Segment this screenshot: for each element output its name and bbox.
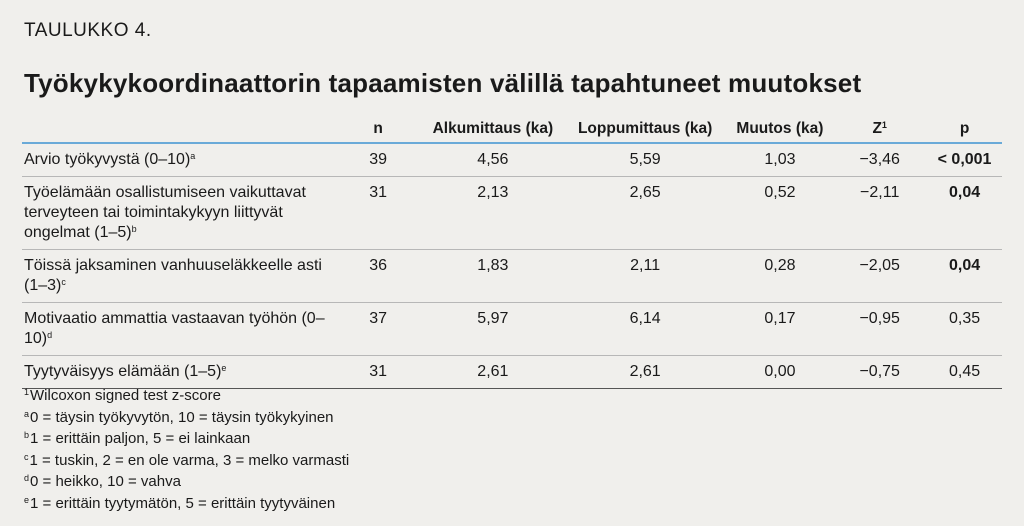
- footnote-item: 1Wilcoxon signed test z-score: [24, 385, 349, 407]
- cell-n: 31: [369, 363, 388, 380]
- footnote-marker: e: [221, 363, 227, 373]
- cell-baseline: 2,13: [477, 184, 509, 201]
- variable-label: Työelämään osallistumiseen vaikuttavat t…: [24, 184, 306, 241]
- col-header-z-label: Z: [872, 120, 882, 137]
- footnote-mark: e: [24, 494, 30, 505]
- cell-n: 31: [369, 184, 388, 201]
- footnote-marker: d: [47, 330, 53, 340]
- cell-z: −2,05: [859, 257, 900, 274]
- cell-change: 0,28: [764, 257, 796, 274]
- table-body: Arvio työkyvystä (0–10)a 39 4,56 5,59 1,03 −3…: [22, 143, 1002, 389]
- cell-final: 2,65: [629, 184, 661, 201]
- cell-change: 0,52: [764, 184, 796, 201]
- cell-final: 6,14: [629, 310, 661, 327]
- cell-change: 1,03: [764, 151, 796, 168]
- cell-change: 0,00: [764, 363, 796, 380]
- cell-final: 2,11: [630, 257, 661, 274]
- col-header-final: Loppumittaus (ka): [562, 118, 728, 144]
- cell-p: 0,04: [948, 184, 981, 201]
- cell-z: −0,75: [859, 363, 900, 380]
- footnote-mark: c: [24, 451, 29, 462]
- footnote-mark: 1: [24, 387, 30, 397]
- cell-final: 5,59: [629, 151, 661, 168]
- table-row: Motivaatio ammattia vastaavan työhön (0–…: [22, 303, 1002, 356]
- table-row: Työelämään osallistumiseen vaikuttavat t…: [22, 177, 1002, 250]
- cell-z: −0,95: [859, 310, 900, 327]
- footnote-mark: b: [24, 430, 30, 440]
- footnote-item: a0 = täysin työkyvytön, 10 = täysin työk…: [24, 407, 349, 429]
- table-label: TAULUKKO 4.: [24, 20, 152, 41]
- footnote-text: 1 = erittäin tyytymätön, 5 = erittäin ty…: [30, 494, 336, 512]
- col-header-z: Z1: [832, 118, 928, 144]
- footnote-text: Wilcoxon signed test z-score: [30, 387, 221, 404]
- cell-final: 2,61: [629, 363, 661, 380]
- cell-z: −3,46: [859, 151, 900, 168]
- table-title: Työkykykoordinaattorin tapaamisten välil…: [24, 68, 862, 98]
- footnote-item: e1 = erittäin tyytymätön, 5 = erittäin t…: [24, 493, 349, 515]
- variable-label: Motivaatio ammattia vastaavan työhön (0–…: [24, 310, 325, 347]
- cell-baseline: 5,97: [477, 310, 509, 327]
- col-header-change: Muutos (ka): [727, 118, 833, 144]
- cell-n: 39: [369, 151, 388, 168]
- cell-n: 37: [369, 310, 388, 327]
- cell-variable: Töissä jaksaminen vanhuuseläkkeelle asti…: [22, 250, 333, 303]
- cell-n: 36: [369, 257, 388, 274]
- footnote-mark: d: [24, 473, 30, 483]
- col-header-baseline: Alkumittaus (ka): [422, 118, 563, 144]
- footnote-item: d0 = heikko, 10 = vahva: [24, 471, 349, 493]
- variable-label: Tyytyväisyys elämään (1–5): [24, 363, 222, 380]
- col-header-n: n: [333, 118, 423, 144]
- footnote-mark: a: [24, 408, 30, 419]
- col-header-variable: [22, 118, 334, 144]
- footnote-text: 0 = täysin työkyvytön, 10 = täysin työky…: [30, 408, 334, 426]
- variable-label: Arvio työkyvystä (0–10): [24, 151, 191, 168]
- footnote-marker: c: [61, 277, 66, 287]
- cell-variable: Arvio työkyvystä (0–10)a: [22, 143, 333, 177]
- cell-change: 0,17: [764, 310, 796, 327]
- footnotes: 1Wilcoxon signed test z-score a0 = täysin…: [24, 385, 349, 514]
- footnote-marker: a: [190, 151, 196, 161]
- col-header-z-sup: 1: [881, 120, 887, 130]
- table-row: Tyytyväisyys elämään (1–5)e 31 2,61 2,61 0,0…: [22, 356, 1002, 389]
- cell-baseline: 4,56: [477, 151, 509, 168]
- table-row: Töissä jaksaminen vanhuuseläkkeelle asti…: [22, 250, 1002, 303]
- table-header-row: n Alkumittaus (ka) Loppumittaus (ka) Muu…: [22, 118, 1002, 144]
- cell-variable: Tyytyväisyys elämään (1–5)e: [22, 356, 333, 389]
- footnote-item: c1 = tuskin, 2 = en ole varma, 3 = melko…: [24, 450, 349, 472]
- footnote-marker: b: [131, 224, 137, 234]
- cell-p: 0,45: [948, 363, 981, 380]
- variable-label: Töissä jaksaminen vanhuuseläkkeelle asti…: [24, 257, 322, 294]
- footnote-item: b1 = erittäin paljon, 5 = ei lainkaan: [24, 428, 349, 450]
- footnote-text: 1 = erittäin paljon, 5 = ei lainkaan: [30, 430, 251, 447]
- cell-p: < 0,001: [937, 151, 992, 168]
- cell-variable: Työelämään osallistumiseen vaikuttavat t…: [22, 177, 333, 250]
- footnote-text: 1 = tuskin, 2 = en ole varma, 3 = melko …: [29, 451, 350, 469]
- cell-p: 0,35: [948, 310, 981, 327]
- footnote-text: 0 = heikko, 10 = vahva: [30, 473, 181, 490]
- table-row: Arvio työkyvystä (0–10)a 39 4,56 5,59 1,03 −3…: [22, 143, 1002, 177]
- cell-p: 0,04: [948, 257, 981, 274]
- results-table: n Alkumittaus (ka) Loppumittaus (ka) Muu…: [22, 118, 1002, 389]
- cell-z: −2,11: [860, 184, 900, 201]
- cell-baseline: 1,83: [477, 257, 509, 274]
- cell-baseline: 2,61: [477, 363, 509, 380]
- cell-variable: Motivaatio ammattia vastaavan työhön (0–…: [22, 303, 333, 356]
- col-header-p: p: [927, 118, 1002, 144]
